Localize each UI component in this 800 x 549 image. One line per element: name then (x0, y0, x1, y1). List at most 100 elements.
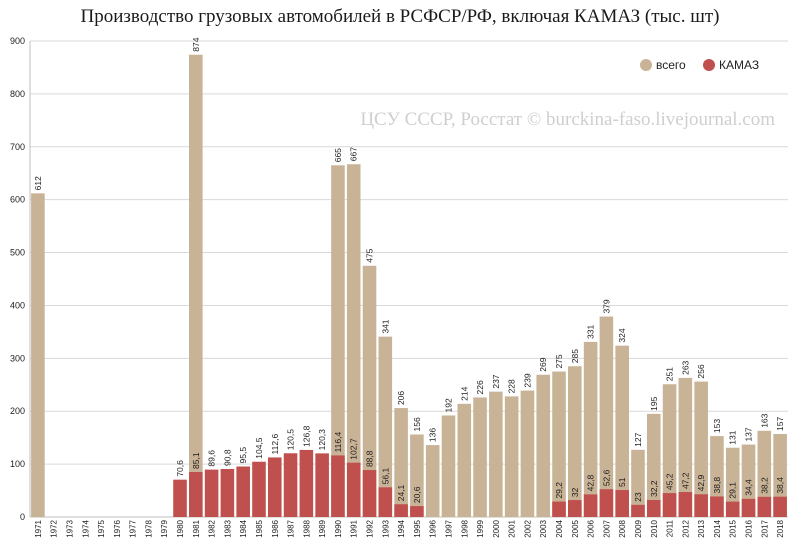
data-label-kamaz: 47,2 (680, 472, 690, 489)
bar-kamaz (252, 461, 266, 517)
data-label-kamaz: 42,9 (696, 474, 706, 491)
bar-kamaz (236, 466, 250, 517)
x-tick-label: 1989 (318, 519, 327, 537)
x-tick-label: 2004 (555, 519, 564, 537)
bar-total (615, 345, 629, 517)
data-label-total: 192 (443, 398, 453, 412)
bar-kamaz (710, 496, 724, 517)
x-tick-label: 2008 (618, 519, 627, 537)
bar-total (362, 265, 377, 517)
data-label-total: 153 (712, 419, 722, 433)
x-tick-label: 2003 (539, 519, 548, 537)
x-tick-label: 2017 (760, 519, 769, 537)
x-tick-label: 1984 (239, 519, 248, 537)
legend-label-kamaz: КАМАЗ (719, 58, 759, 72)
x-tick-label: 2001 (508, 519, 517, 537)
x-tick-label: 1988 (302, 519, 311, 537)
data-label-kamaz: 29,1 (728, 482, 738, 499)
bar-total (568, 366, 582, 517)
bar-kamaz (189, 471, 203, 517)
bar-kamaz (283, 453, 298, 517)
data-label-kamaz: 126,8 (301, 425, 311, 447)
y-tick-label: 600 (10, 195, 25, 205)
x-tick-label: 2012 (681, 519, 690, 537)
bar-total (457, 403, 472, 517)
x-tick-label: 1999 (476, 519, 485, 537)
bar-kamaz (694, 494, 708, 517)
x-tick-label: 1997 (444, 519, 453, 537)
bar-total (346, 164, 361, 517)
bar-total (725, 447, 740, 517)
data-label-kamaz: 38,4 (775, 477, 785, 494)
bar-kamaz (204, 469, 219, 517)
bar-total (331, 165, 345, 518)
x-tick-label: 1972 (50, 519, 59, 537)
x-tick-label: 1974 (81, 519, 90, 537)
x-tick-label: 1976 (113, 519, 122, 537)
x-tick-label: 2015 (729, 519, 738, 537)
chart-title: Производство грузовых автомобилей в РСФС… (80, 6, 720, 27)
bar-kamaz (299, 449, 314, 517)
data-label-total: 156 (412, 417, 422, 431)
data-label-total: 341 (380, 319, 390, 333)
data-label-total: 263 (680, 360, 690, 374)
y-tick-label: 300 (10, 353, 25, 363)
data-label-total: 163 (759, 413, 769, 427)
bar-kamaz (773, 496, 787, 517)
bar-total (31, 193, 45, 517)
data-label-total: 157 (775, 417, 785, 431)
bar-total (504, 396, 519, 517)
data-label-total: 206 (396, 391, 406, 405)
bar-total (552, 371, 566, 517)
bar-total (425, 445, 440, 517)
data-label-kamaz: 56,1 (380, 468, 390, 485)
x-tick-label: 1993 (381, 519, 390, 537)
data-label-kamaz: 29,2 (554, 482, 564, 499)
data-label-kamaz: 104,5 (254, 437, 264, 459)
y-tick-label: 700 (10, 142, 25, 152)
data-label-total: 874 (191, 37, 201, 51)
data-label-kamaz: 120,3 (317, 429, 327, 451)
x-tick-label: 1979 (160, 519, 169, 537)
x-tick-label: 1998 (460, 519, 469, 537)
bar-total (536, 374, 551, 517)
bar-total (678, 377, 693, 517)
y-tick-label: 100 (10, 459, 25, 469)
x-tick-label: 1996 (429, 519, 438, 537)
bar-kamaz (646, 499, 661, 517)
bar-total (378, 336, 393, 517)
x-tick-label: 1983 (223, 519, 232, 537)
bar-total (410, 434, 424, 517)
bar-total (631, 449, 645, 517)
data-label-total: 195 (649, 396, 659, 410)
x-tick-label: 1986 (271, 519, 280, 537)
data-label-kamaz: 34,4 (744, 479, 754, 496)
y-tick-label: 500 (10, 248, 25, 258)
bar-kamaz (362, 470, 377, 517)
data-label-total: 665 (333, 148, 343, 162)
bar-kamaz (410, 506, 424, 517)
bar-total (441, 415, 456, 517)
data-label-total: 237 (491, 374, 501, 388)
x-tick-label: 2018 (776, 519, 785, 537)
x-tick-label: 2011 (666, 519, 675, 537)
bar-kamaz (173, 479, 187, 517)
y-tick-label: 0 (20, 512, 25, 522)
data-label-kamaz: 120,5 (286, 429, 296, 451)
x-tick-label: 2016 (745, 519, 754, 537)
x-tick-label: 1994 (397, 519, 406, 537)
data-label-kamaz: 116,4 (333, 432, 343, 453)
legend-label-total: всего (656, 58, 686, 72)
bar-total (773, 433, 787, 517)
x-tick-label: 2005 (571, 519, 580, 537)
bar-kamaz (331, 455, 345, 517)
bar-total (646, 413, 661, 517)
legend: всего КАМАЗ (640, 58, 759, 72)
bar-kamaz (220, 468, 235, 517)
x-tick-label: 1982 (208, 519, 217, 537)
data-label-kamaz: 112,6 (270, 434, 280, 455)
data-label-total: 285 (570, 349, 580, 363)
bar-kamaz (315, 453, 329, 517)
x-tick-label: 1987 (287, 519, 296, 537)
x-tick-label: 1973 (65, 519, 74, 537)
